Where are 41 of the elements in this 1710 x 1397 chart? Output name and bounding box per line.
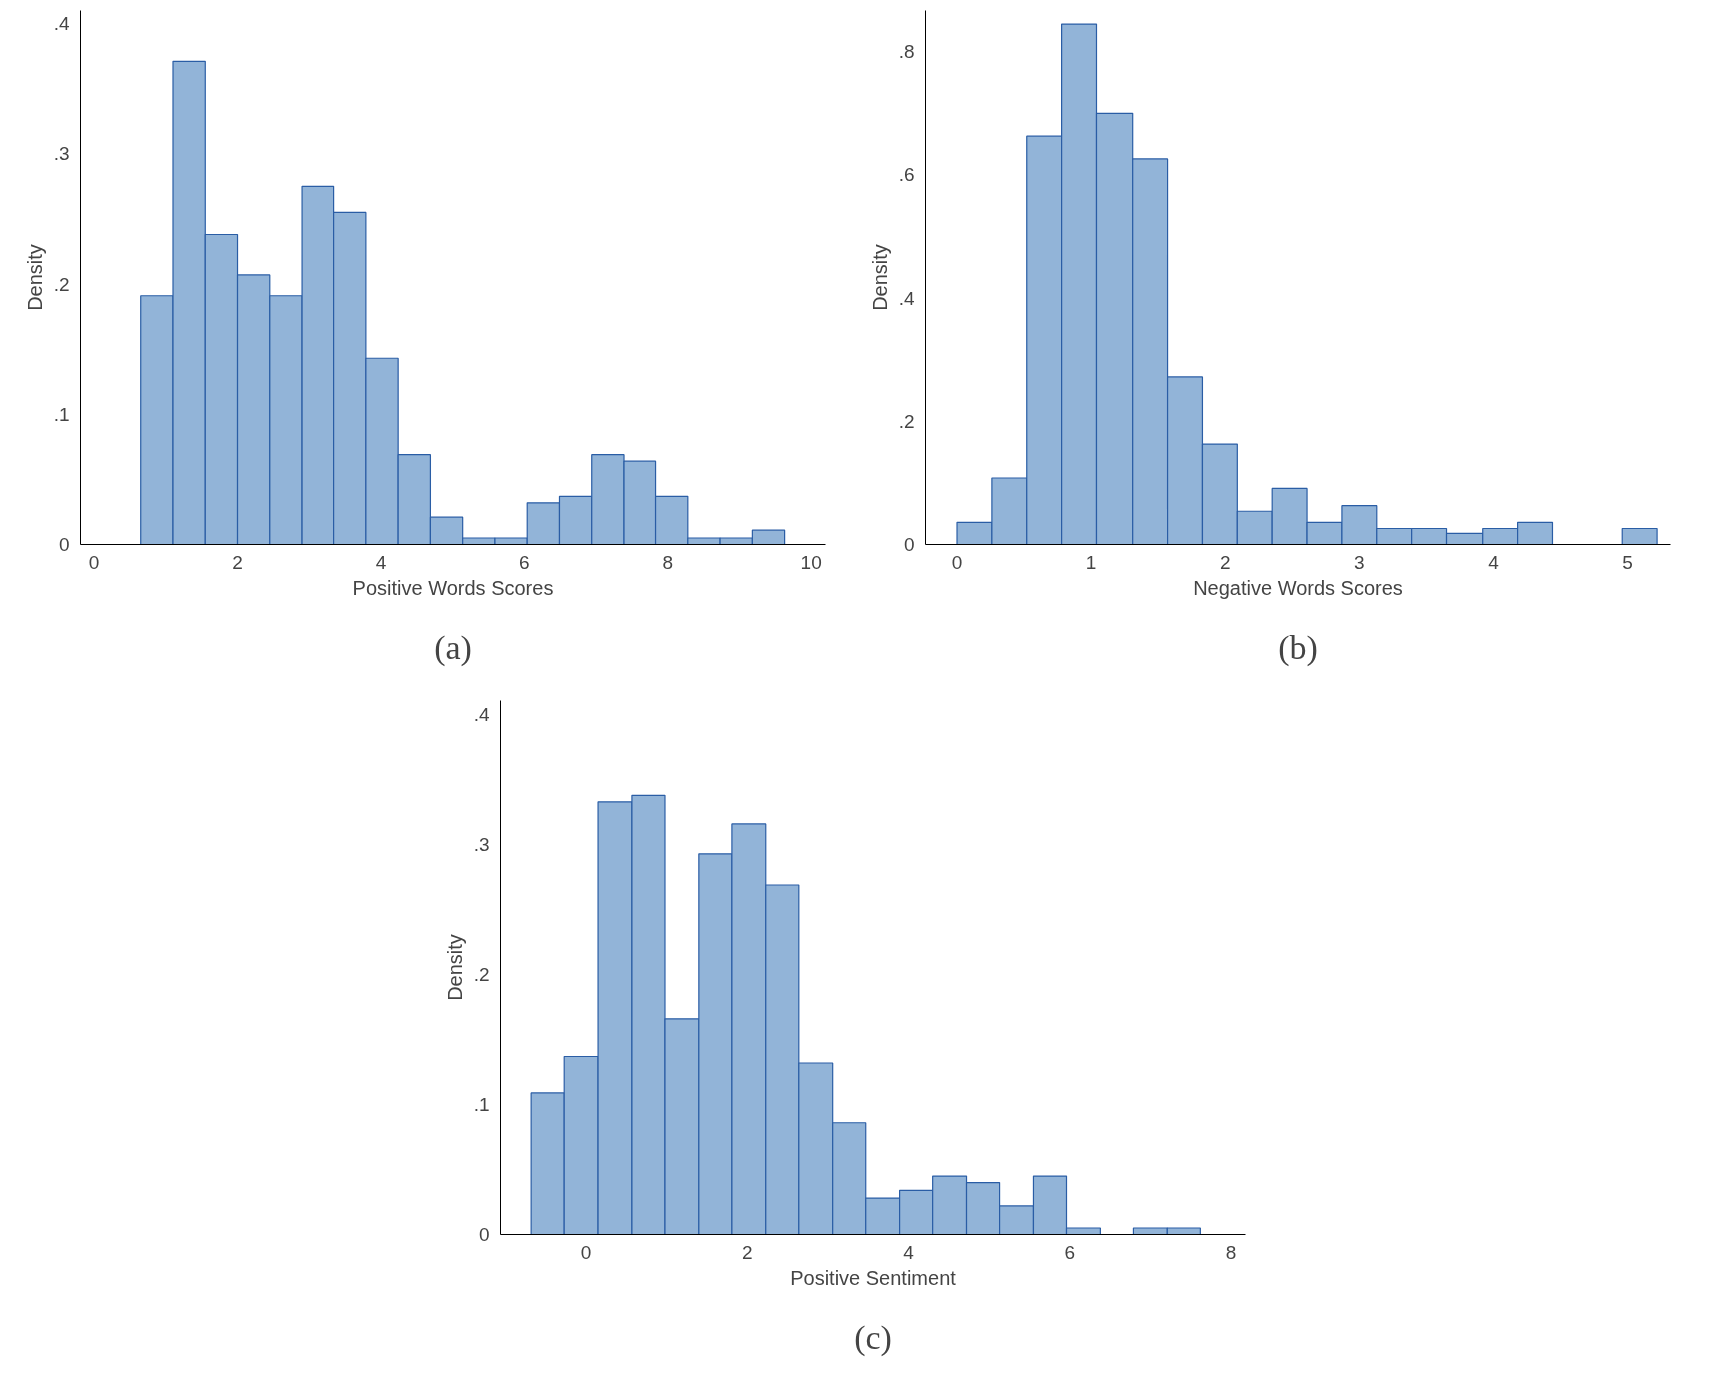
y-axis-title: Density bbox=[23, 244, 46, 311]
y-axis-title: Density bbox=[868, 244, 891, 311]
y-tick-label: .4 bbox=[473, 704, 490, 726]
x-tick-label: 2 bbox=[1219, 551, 1231, 573]
x-tick-label: 8 bbox=[1225, 1241, 1237, 1263]
y-tick-label: .2 bbox=[53, 273, 70, 295]
x-tick-label: 6 bbox=[1064, 1241, 1076, 1263]
x-tick-label: 3 bbox=[1354, 551, 1365, 573]
x-tick-label: 0 bbox=[580, 1241, 592, 1263]
x-axis-title: Negative Words Scores bbox=[1193, 576, 1403, 599]
y-tick-label: 0 bbox=[478, 1224, 490, 1245]
x-axis-title: Positive Sentiment bbox=[790, 1266, 957, 1289]
y-tick-label: .4 bbox=[53, 13, 70, 35]
y-tick-label: .1 bbox=[473, 1094, 490, 1116]
y-tick-label: .3 bbox=[473, 834, 490, 856]
y-tick-label: .1 bbox=[53, 403, 70, 425]
y-tick-label: .3 bbox=[53, 143, 70, 165]
y-tick-label: .8 bbox=[898, 41, 915, 63]
x-tick-label: 0 bbox=[88, 551, 100, 573]
x-tick-label: 1 bbox=[1085, 551, 1097, 573]
x-tick-label: 4 bbox=[1488, 551, 1500, 573]
text: (a) bbox=[434, 628, 472, 667]
y-tick-label: .6 bbox=[898, 164, 915, 186]
y-tick-label: .2 bbox=[473, 964, 490, 986]
x-tick-label: 4 bbox=[375, 551, 387, 573]
x-tick-label: 6 bbox=[519, 551, 530, 573]
x-tick-label: 2 bbox=[232, 551, 243, 573]
text: (c) bbox=[854, 1318, 892, 1357]
x-tick-label: 4 bbox=[903, 1241, 915, 1263]
x-tick-label: 8 bbox=[662, 551, 674, 573]
y-tick-label: .4 bbox=[898, 287, 915, 309]
y-tick-label: 0 bbox=[903, 534, 915, 555]
x-tick-label: 2 bbox=[741, 1241, 753, 1263]
x-tick-label: 10 bbox=[800, 551, 822, 573]
y-axis-title: Density bbox=[443, 934, 466, 1001]
text: (b) bbox=[1278, 628, 1318, 667]
x-tick-label: 0 bbox=[951, 551, 963, 573]
y-tick-label: 0 bbox=[58, 534, 70, 555]
x-axis-title: Positive Words Scores bbox=[352, 576, 554, 599]
y-tick-label: .2 bbox=[898, 410, 915, 432]
x-tick-label: 5 bbox=[1622, 551, 1633, 573]
